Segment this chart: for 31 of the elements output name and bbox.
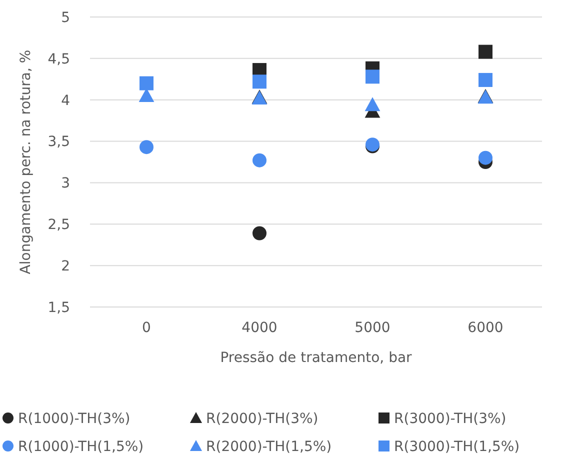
point	[140, 76, 154, 90]
y-tick-label: 5	[61, 10, 70, 26]
x-tick-label: 6000	[468, 320, 504, 336]
point	[478, 150, 492, 165]
x-tick-label: 4000	[242, 320, 278, 336]
legend-label: R(1000)-TH(3%)	[18, 410, 130, 427]
legend-label: R(1000)-TH(1,5%)	[18, 438, 144, 455]
y-tick-label: 4	[61, 92, 70, 109]
point	[366, 70, 380, 84]
y-tick-label: 4,5	[48, 51, 70, 68]
y-tick-label: 1,5	[48, 300, 70, 316]
x-tick-label: 0	[142, 320, 151, 336]
point	[138, 88, 154, 102]
point	[140, 140, 154, 154]
point	[364, 97, 380, 112]
x-axis-title: Pressão de tratamento, bar	[220, 350, 412, 366]
point	[252, 226, 266, 240]
legend-label: R(3000)-TH(3%)	[394, 410, 506, 427]
legend-label: R(2000)-TH(3%)	[206, 410, 318, 427]
y-axis-title: Alongamento perc. na rotura, %	[18, 50, 34, 274]
point	[478, 44, 492, 59]
y-tick-label: 2,5	[48, 217, 70, 234]
y-tick-label: 3,5	[48, 134, 70, 150]
point	[478, 72, 492, 87]
y-tick-label: 3	[61, 176, 70, 192]
legend-label: R(3000)-TH(1,5%)	[394, 438, 520, 455]
y-tick-label: 2	[61, 258, 70, 274]
legend-label: R(2000)-TH(1,5%)	[206, 438, 332, 455]
point	[252, 153, 266, 168]
point	[252, 74, 266, 89]
x-tick-label: 5000	[354, 320, 390, 336]
